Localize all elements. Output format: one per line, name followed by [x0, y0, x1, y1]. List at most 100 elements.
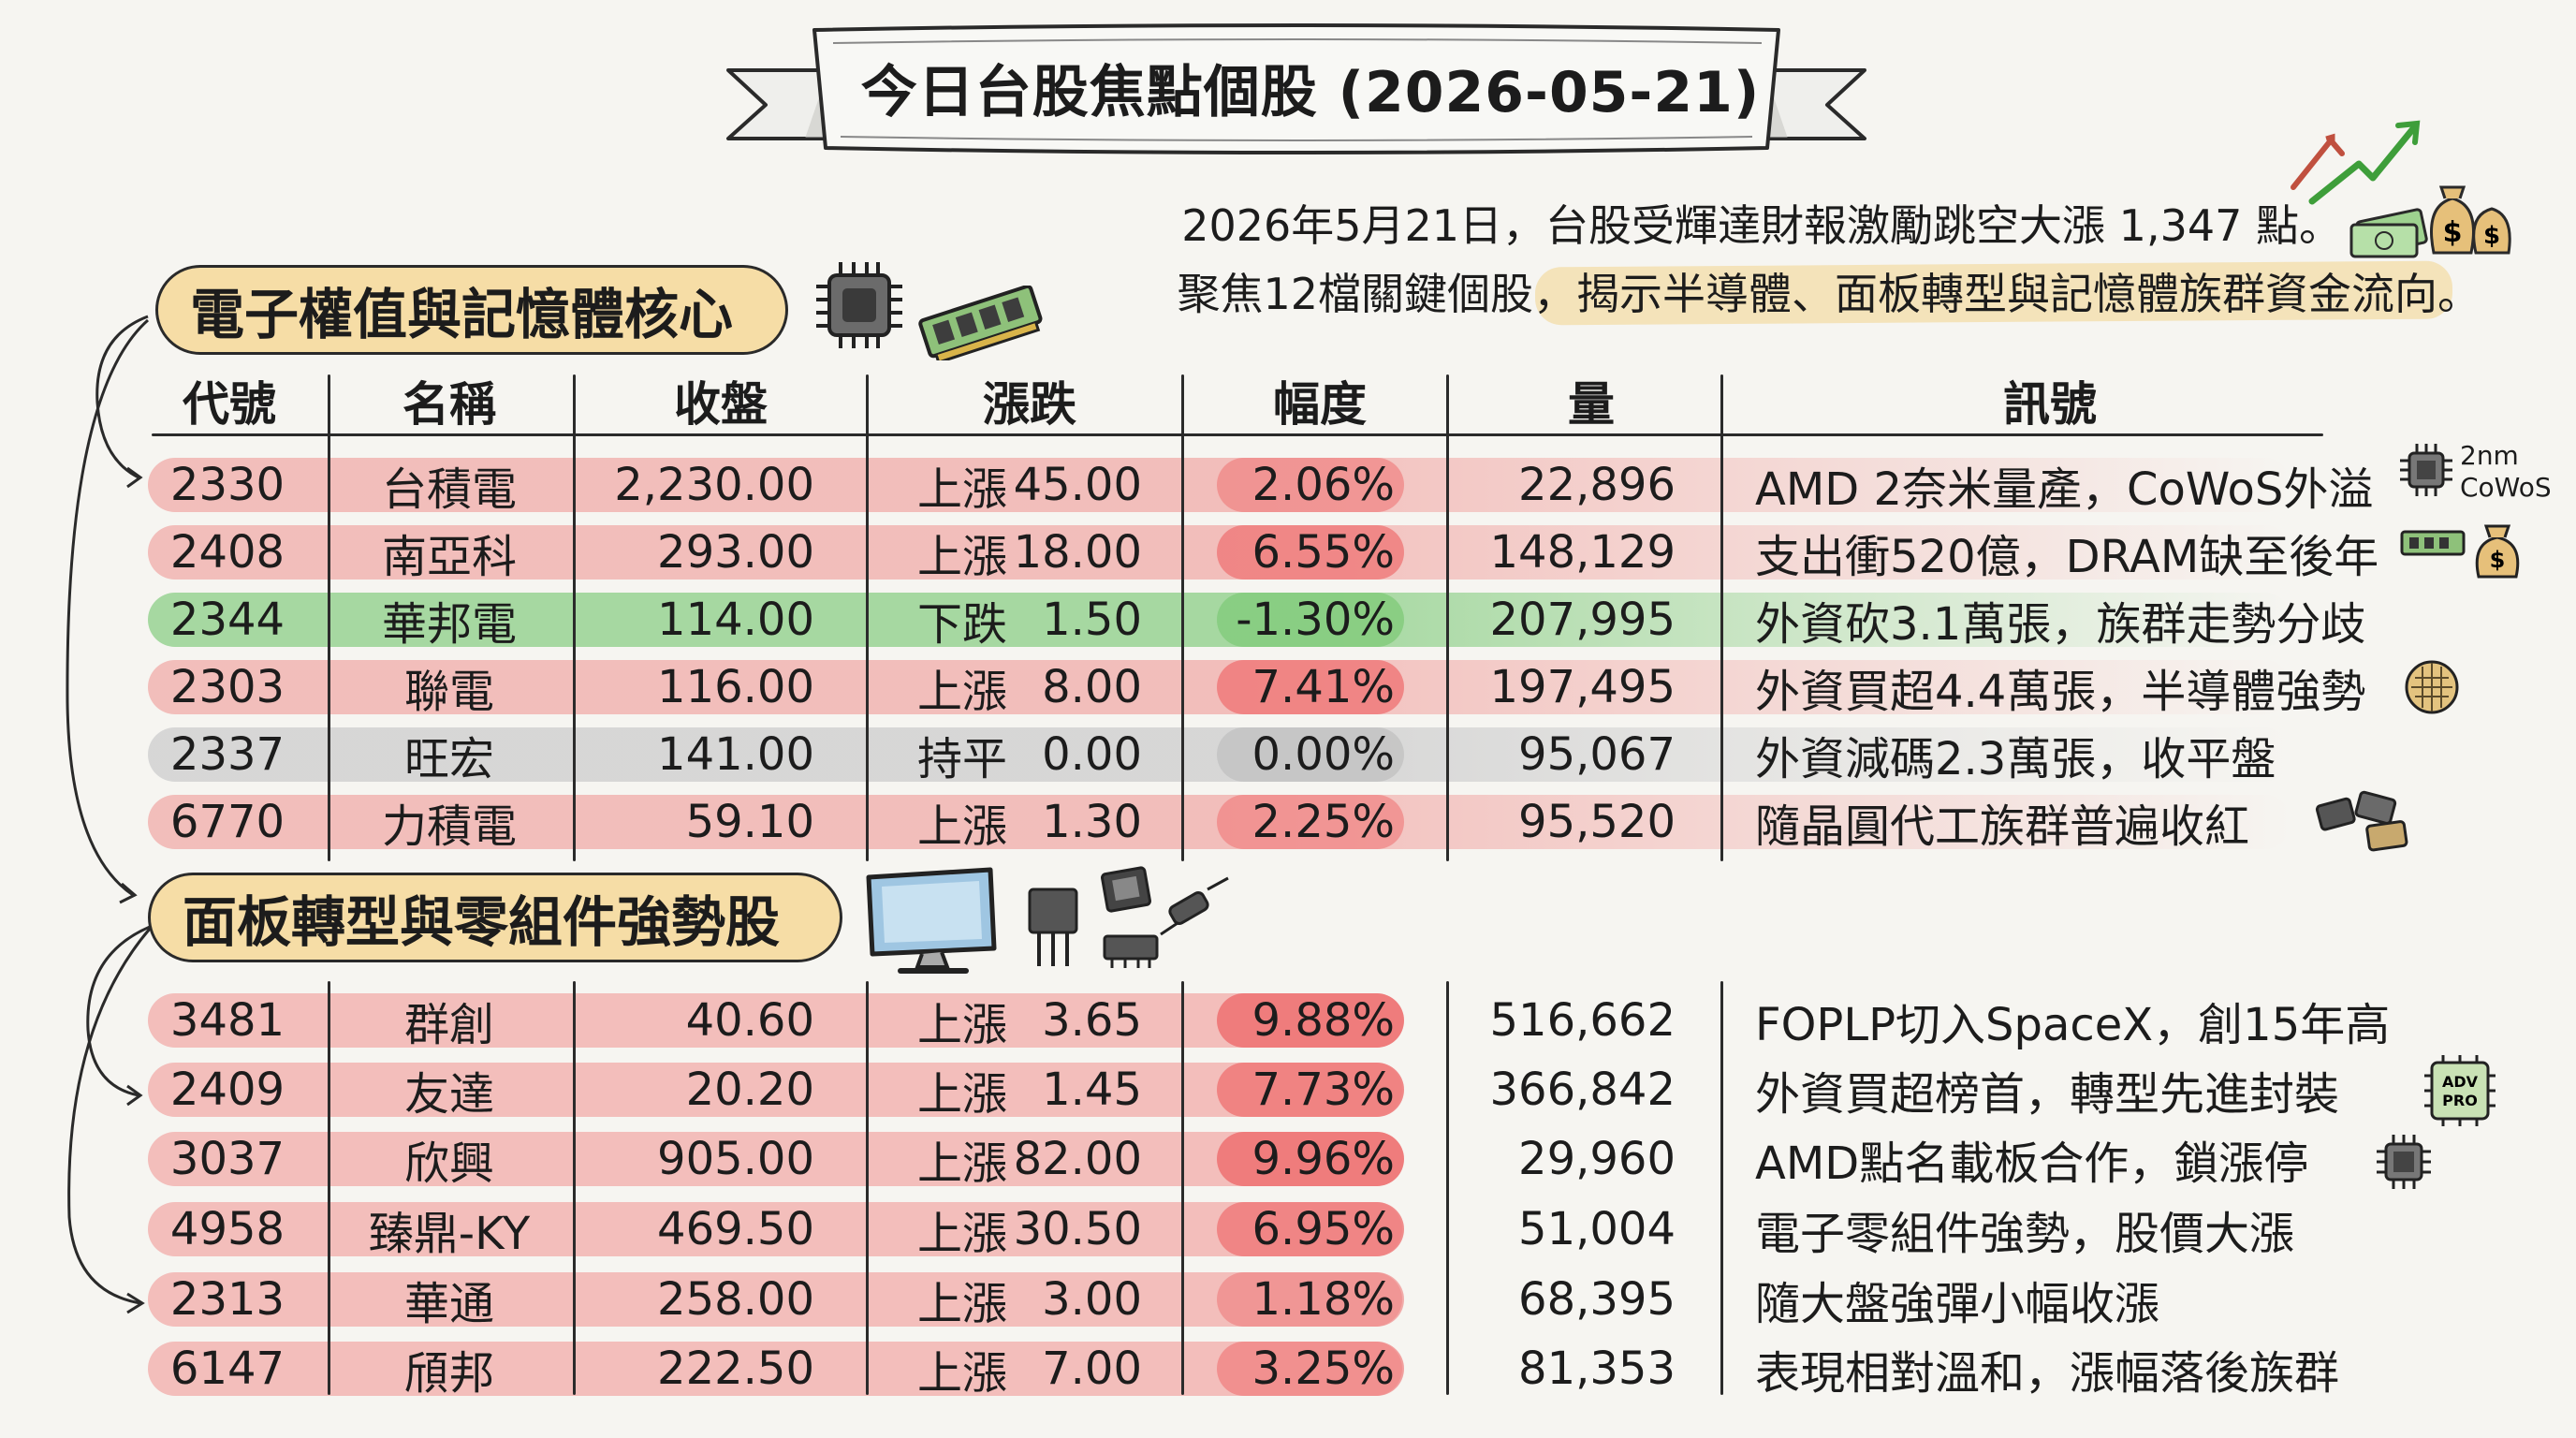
signal-text: 外資買超4.4萬張，半導體強勢 [1755, 666, 2366, 718]
electronic-components-icon [1028, 866, 1229, 968]
money-growth-icon: $ $ [2291, 120, 2511, 258]
stock-name: 華邦電 [381, 598, 517, 651]
change-direction: 上漲 [917, 1347, 1008, 1400]
pct-highlight [1217, 458, 1404, 512]
stock-code: 4958 [169, 1203, 285, 1255]
change-percent: 9.96% [1251, 1133, 1395, 1185]
signal-text: 外資買超榜首，轉型先進封裝 [1755, 1068, 2340, 1121]
title-banner [726, 23, 1866, 154]
change-percent: 7.73% [1251, 1064, 1395, 1116]
close-price: 40.60 [685, 994, 814, 1047]
close-price: 293.00 [657, 526, 814, 579]
stock-code: 3037 [169, 1133, 285, 1185]
signal-text: 表現相對溫和，漲幅落後族群 [1755, 1347, 2340, 1400]
stock-code: 6770 [169, 796, 285, 848]
stock-code: 3481 [169, 994, 285, 1047]
stock-code: 2313 [169, 1273, 285, 1326]
signal-text: 隨大盤強彈小幅收漲 [1755, 1278, 2160, 1330]
change-direction: 上漲 [917, 1068, 1008, 1121]
change-direction: 上漲 [917, 666, 1008, 718]
stock-name: 力積電 [381, 800, 517, 853]
signal-text: 外資砍3.1萬張，族群走勢分歧 [1755, 598, 2366, 651]
header-volume: 量 [1568, 377, 1615, 432]
volume: 22,896 [1518, 459, 1676, 511]
volume: 197,495 [1489, 661, 1676, 713]
column-divider [1181, 374, 1184, 861]
header-pct: 幅度 [1273, 377, 1367, 432]
change-percent: 7.41% [1251, 661, 1395, 713]
signal-text: 隨晶圓代工族群普遍收紅 [1755, 800, 2250, 853]
column-divider [328, 981, 330, 1395]
column-divider [1181, 981, 1184, 1395]
svg-text:$: $ [2443, 216, 2463, 249]
stock-name: 聯電 [403, 666, 494, 718]
monitor-icon [866, 867, 997, 974]
close-price: 20.20 [685, 1064, 814, 1116]
adv-pro-chip-icon: ADV PRO [2424, 1055, 2496, 1126]
stock-name: 友達 [403, 1068, 494, 1121]
intro-line-2: 聚焦12檔關鍵個股，揭示半導體、面板轉型與記憶體族群資金流向。 [1177, 269, 2481, 319]
volume: 366,842 [1489, 1064, 1676, 1116]
pct-highlight [1217, 727, 1404, 782]
signal-text: AMD 2奈米量產，CoWoS外溢 [1755, 463, 2374, 516]
chip-cluster-icon [2315, 790, 2408, 852]
stock-code: 2344 [169, 594, 285, 646]
ram-icon [2400, 530, 2466, 556]
change-amount: 1.30 [1042, 796, 1142, 848]
signal-text: 外資減碼2.3萬張，收平盤 [1755, 733, 2276, 785]
change-percent: 6.95% [1251, 1203, 1395, 1255]
stock-code: 2330 [169, 459, 285, 511]
header-divider [152, 433, 2323, 436]
signal-text: AMD點名載板合作，鎖漲停 [1755, 1137, 2309, 1190]
stock-name: 欣興 [403, 1137, 494, 1190]
stock-name: 旺宏 [403, 733, 494, 785]
stock-name: 群創 [403, 999, 494, 1051]
stock-name: 臻鼎-KY [368, 1208, 531, 1260]
stock-name: 頎邦 [403, 1347, 494, 1400]
close-price: 2,230.00 [614, 459, 814, 511]
pct-highlight [1217, 1272, 1404, 1327]
column-divider [1446, 981, 1449, 1395]
change-percent: 6.55% [1251, 526, 1395, 579]
volume: 68,395 [1518, 1273, 1676, 1326]
pct-highlight [1217, 993, 1404, 1048]
flow-arrows [66, 315, 152, 1314]
change-amount: 1.45 [1042, 1064, 1142, 1116]
row-highlight [148, 1132, 1402, 1186]
pct-highlight [1217, 1202, 1404, 1256]
close-price: 222.50 [657, 1343, 814, 1395]
change-amount: 8.00 [1042, 661, 1142, 713]
stock-name: 南亞科 [381, 531, 517, 583]
close-price: 59.10 [685, 796, 814, 848]
close-price: 114.00 [657, 594, 814, 646]
change-percent: 0.00% [1251, 728, 1395, 781]
pct-highlight [1217, 1132, 1404, 1186]
volume: 207,995 [1489, 594, 1676, 646]
volume: 51,004 [1518, 1203, 1676, 1255]
change-amount: 18.00 [1013, 526, 1142, 579]
stock-name: 華通 [403, 1278, 494, 1330]
money-bag-icon: $ [2475, 524, 2520, 579]
signal-text: 電子零組件強勢，股價大漲 [1755, 1208, 2295, 1260]
change-percent: 3.25% [1251, 1343, 1395, 1395]
signal-text: 支出衝520億，DRAM缺至後年 [1755, 531, 2379, 583]
processor-icon [2377, 1135, 2431, 1189]
close-price: 905.00 [657, 1133, 814, 1185]
change-percent: -1.30% [1236, 594, 1395, 646]
column-divider [573, 981, 576, 1395]
cowos-label: 2nm CoWoS [2460, 440, 2552, 504]
change-direction: 上漲 [917, 1278, 1008, 1330]
row-highlight [148, 993, 1402, 1048]
column-divider [573, 374, 576, 861]
header-signal: 訊號 [2003, 377, 2097, 432]
pct-highlight [1217, 593, 1404, 647]
signal-text: FOPLP切入SpaceX，創15年高 [1755, 999, 2391, 1051]
header-change: 漲跌 [983, 377, 1076, 432]
close-price: 116.00 [657, 661, 814, 713]
cpu-chip-icon [816, 262, 902, 348]
change-amount: 45.00 [1013, 459, 1142, 511]
cowos-label-line-2: CoWoS [2460, 472, 2552, 503]
svg-text:$: $ [2490, 547, 2506, 573]
change-amount: 30.50 [1013, 1203, 1142, 1255]
wafer-icon [2405, 660, 2459, 714]
